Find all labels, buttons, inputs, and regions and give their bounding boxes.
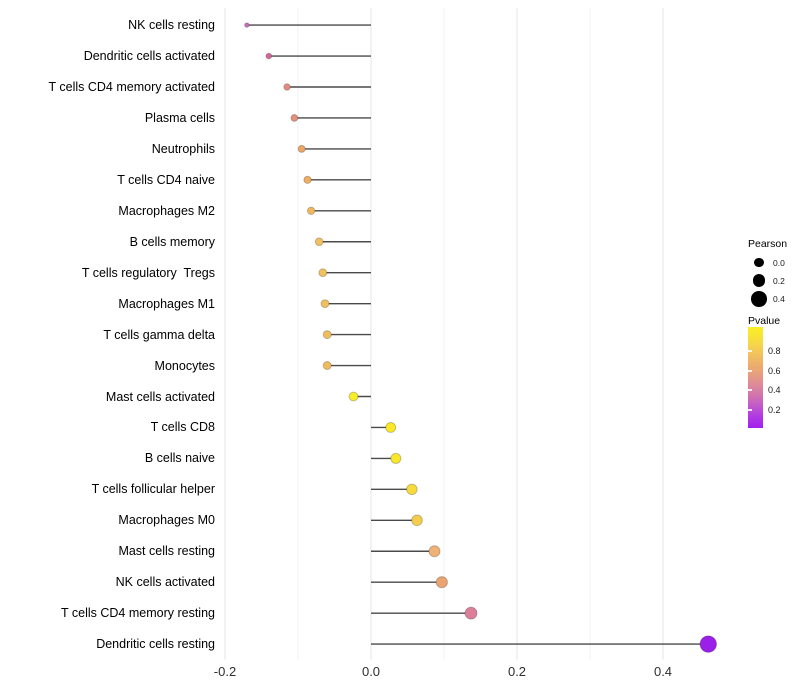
y-axis-label: Dendritic cells activated bbox=[83, 49, 215, 64]
pvalue-tick-label: 0.4 bbox=[768, 385, 781, 396]
lollipop-dot bbox=[290, 114, 299, 122]
pvalue-tick-mark bbox=[748, 389, 752, 392]
x-axis-tick-label: -0.2 bbox=[213, 664, 237, 679]
y-axis-label: NK cells resting bbox=[128, 18, 215, 33]
lollipop-dot bbox=[385, 421, 397, 433]
y-axis-label: T cells CD4 memory resting bbox=[61, 606, 215, 621]
pvalue-colorbar bbox=[748, 327, 763, 428]
y-axis-label: Dendritic cells resting bbox=[96, 637, 215, 652]
y-axis-label: T cells CD8 bbox=[150, 420, 215, 435]
lollipop-dot bbox=[428, 545, 441, 558]
y-axis-label: Macrophages M2 bbox=[118, 203, 215, 218]
y-axis-label: T cells gamma delta bbox=[103, 327, 215, 342]
pvalue-tick-label: 0.2 bbox=[768, 405, 781, 416]
lollipop-dot bbox=[411, 514, 423, 527]
lollipop-dot bbox=[406, 483, 418, 496]
pearson-legend-value: 0.4 bbox=[773, 294, 785, 305]
x-axis-tick-label: 0.0 bbox=[361, 664, 381, 679]
y-axis-label: Macrophages M0 bbox=[118, 513, 215, 528]
y-axis-label: B cells naive bbox=[144, 451, 215, 466]
pearson-legend-title: Pearson bbox=[748, 238, 788, 250]
pvalue-legend-title: Pvalue bbox=[748, 315, 781, 327]
lollipop-dot bbox=[699, 635, 718, 653]
lollipop-dot bbox=[348, 391, 359, 402]
lollipop-dot bbox=[322, 330, 332, 340]
pvalue-tick-mark bbox=[748, 350, 752, 353]
lollipop-dot bbox=[244, 22, 250, 28]
y-axis-label: Neutrophils bbox=[151, 141, 215, 156]
y-axis-label: T cells CD4 memory activated bbox=[48, 80, 216, 94]
lollipop-dot bbox=[320, 299, 330, 309]
y-axis-label: NK cells activated bbox=[115, 575, 215, 590]
pearson-legend-value: 0.0 bbox=[773, 257, 785, 268]
pearson-legend-value: 0.2 bbox=[773, 275, 785, 286]
y-axis-label: Plasma cells bbox=[144, 110, 215, 125]
lollipop-dot bbox=[314, 237, 324, 247]
pearson-legend-dot bbox=[752, 274, 766, 288]
lollipop-dot bbox=[303, 175, 312, 184]
lollipop-dot bbox=[390, 452, 402, 464]
lollipop-dot bbox=[322, 361, 332, 371]
y-axis-label: T cells regulatory Tregs bbox=[81, 265, 215, 280]
x-axis-tick-label: 0.4 bbox=[653, 664, 673, 679]
lollipop-dot bbox=[265, 52, 273, 60]
pvalue-tick-mark bbox=[748, 409, 752, 412]
lollipop-dot bbox=[318, 268, 328, 278]
y-axis-label: T cells follicular helper bbox=[91, 482, 215, 497]
lollipop-dot bbox=[464, 606, 478, 620]
y-axis-label: B cells memory bbox=[129, 234, 215, 249]
pearson-legend-dot bbox=[751, 291, 767, 307]
pearson-legend-dot bbox=[754, 257, 764, 268]
pvalue-tick-mark bbox=[748, 370, 752, 373]
y-axis-label: Monocytes bbox=[154, 358, 215, 373]
y-axis-label: Mast cells activated bbox=[105, 389, 215, 404]
y-axis-label: T cells CD4 naive bbox=[117, 172, 215, 187]
pvalue-tick-label: 0.6 bbox=[768, 366, 781, 377]
x-axis-tick-label: 0.2 bbox=[507, 664, 527, 679]
y-axis-label: Mast cells resting bbox=[118, 544, 215, 559]
pvalue-tick-label: 0.8 bbox=[768, 346, 781, 357]
y-axis-label: Macrophages M1 bbox=[118, 296, 215, 311]
lollipop-dot bbox=[306, 206, 316, 216]
lollipop-dot bbox=[283, 83, 291, 91]
lollipop-dot bbox=[435, 576, 448, 589]
lollipop-dot bbox=[297, 144, 306, 153]
